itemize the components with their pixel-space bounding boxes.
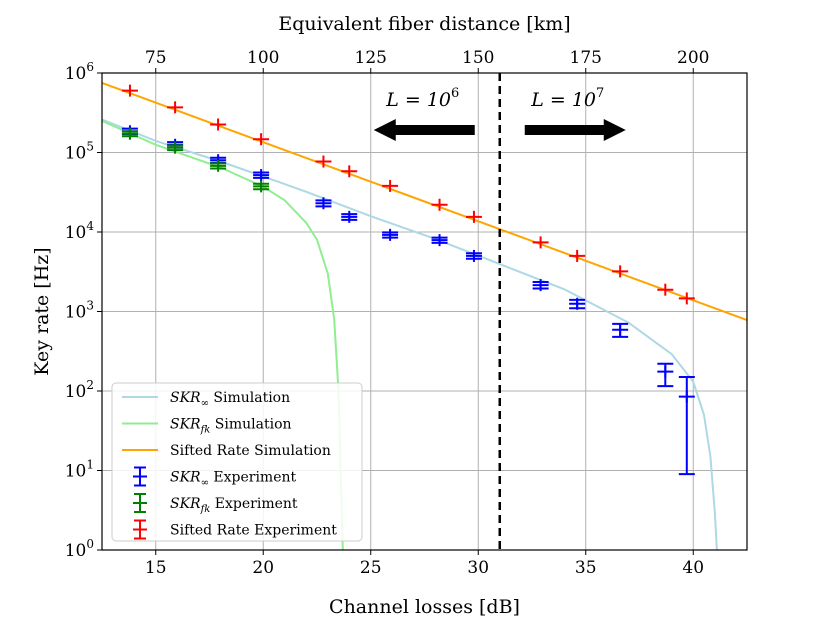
x-tick-label: 30 [467,558,489,578]
x-tick-label: 25 [360,558,382,578]
x-tick-label: 20 [252,558,274,578]
y-axis-label: Key rate [Hz] [31,247,53,375]
skrinf-experiment-point [253,169,270,182]
legend-label: SKR∞ Simulation [170,390,290,409]
top-x-tick-label: 125 [355,48,387,68]
sifted-rate-experiment-point [465,210,482,223]
legend-box [111,382,363,542]
top-x-tick-label: 75 [145,48,167,68]
annotation-right: L = 107 [524,86,626,141]
skrinf-simulation-line [102,118,718,550]
sifted-rate-experiment-point [121,84,138,97]
sifted-rate-experiment-point [382,179,399,192]
legend-label: Sifted Rate Experiment [170,523,337,539]
x-tick-label: 40 [682,558,704,578]
skrinf-experiment-point [678,376,695,476]
legend-item: SKR∞ Simulation [122,390,290,409]
skrinf-experiment-point [341,210,358,223]
sifted-rate-experiment-point [167,101,184,114]
y-tick-label: 102 [65,378,94,402]
y-tick-label: 103 [65,299,94,323]
sifted-rate-experiment-point [678,292,695,305]
annotation-arrow [524,119,626,141]
x-axis-label: Channel losses [dB] [329,596,520,618]
legend-label: SKRfk Simulation [170,417,292,436]
skrfk-experiment-point [167,141,184,154]
legend-item: Sifted Rate Experiment [133,519,337,540]
skrfk-experiment-point [210,159,227,172]
sifted-rate-experiment-point [657,283,674,296]
legend-label: Sifted Rate Simulation [170,443,331,459]
skrinf-experiment-point [612,322,629,338]
skrinf-experiment-point [465,249,482,262]
top-x-tick-label: 100 [247,48,279,68]
annotation-arrow [373,119,475,141]
y-tick-label: 101 [65,458,94,482]
legend-item: SKRfk Experiment [133,493,298,515]
top-x-tick-label: 175 [570,48,602,68]
series-layer [102,81,747,550]
sifted-rate-experiment-point [341,165,358,178]
legend-item: Sifted Rate Simulation [122,443,331,459]
sifted-rate-experiment-point [253,133,270,146]
axis-ticks: 15 20 25 30 35 40 75 100 125 150 175 200 100 101 102 10… [65,48,710,578]
skrinf-experiment-point [532,279,549,292]
skrfk-experiment-point [121,127,138,140]
sifted-rate-experiment-point [315,155,332,168]
skrfk-experiment-point [253,180,270,193]
annotation-left: L = 106 [373,86,475,141]
annotation-label: L = 107 [530,86,604,111]
legend-item: SKRfk Simulation [122,417,292,436]
skrinf-experiment-point [382,228,399,241]
sifted-rate-experiment-point [431,198,448,211]
legend: SKR∞ Simulation SKRfk Simulation Sifted Ra… [111,382,363,542]
legend-label: SKR∞ Experiment [170,470,296,489]
legend-label: SKRfk Experiment [170,496,298,515]
sifted-rate-experiment-point [612,265,629,278]
sifted-rate-experiment-point [210,118,227,131]
y-tick-label: 106 [65,60,94,84]
sifted-rate-simulation-line [102,81,747,322]
annotation-layer: L = 106 L = 107 [373,86,626,141]
skrinf-experiment-point [315,197,332,210]
x-tick-label: 15 [145,558,167,578]
skrinf-experiment-point [569,297,586,310]
sifted-rate-experiment-point [569,249,586,262]
top-x-axis-label: Equivalent fiber distance [km] [278,13,570,35]
annotation-label: L = 106 [385,86,459,111]
skrinf-experiment-point [657,362,674,388]
sifted-rate-experiment-point [532,236,549,249]
x-tick-label: 35 [575,558,597,578]
top-x-tick-label: 150 [462,48,494,68]
y-tick-label: 100 [65,537,94,561]
y-tick-label: 105 [65,140,94,164]
legend-item: SKR∞ Experiment [133,466,296,489]
y-tick-label: 104 [65,219,95,243]
top-x-tick-label: 200 [677,48,709,68]
skrinf-experiment-point [431,234,448,247]
